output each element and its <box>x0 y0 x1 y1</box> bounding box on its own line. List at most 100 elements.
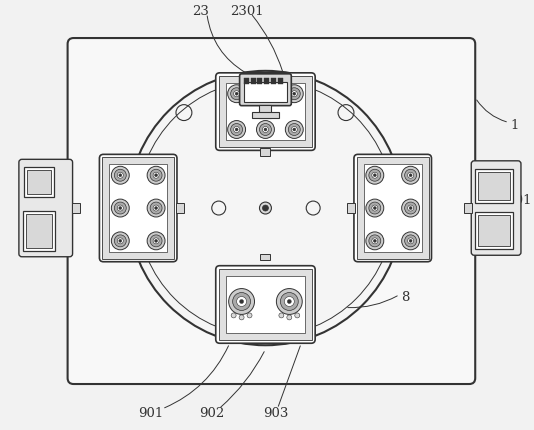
Circle shape <box>366 166 384 184</box>
FancyBboxPatch shape <box>216 73 315 150</box>
Bar <box>357 157 428 259</box>
Text: 8: 8 <box>402 291 410 304</box>
Circle shape <box>260 202 271 214</box>
Circle shape <box>263 205 269 211</box>
Circle shape <box>147 232 165 250</box>
Circle shape <box>366 232 384 250</box>
Circle shape <box>128 71 403 345</box>
Bar <box>103 157 174 259</box>
Circle shape <box>405 235 417 247</box>
Circle shape <box>285 120 303 138</box>
Circle shape <box>239 315 244 320</box>
Circle shape <box>366 199 384 217</box>
Circle shape <box>231 123 242 135</box>
Circle shape <box>227 120 246 138</box>
Bar <box>109 164 167 252</box>
Circle shape <box>235 128 238 131</box>
Circle shape <box>279 313 284 318</box>
Bar <box>23 211 54 251</box>
Circle shape <box>402 232 420 250</box>
Bar <box>264 78 270 84</box>
Bar <box>364 164 421 252</box>
Circle shape <box>147 199 165 217</box>
Circle shape <box>150 169 162 181</box>
Circle shape <box>407 205 414 211</box>
Circle shape <box>285 85 303 103</box>
Circle shape <box>280 292 299 310</box>
Circle shape <box>119 174 122 177</box>
Circle shape <box>372 238 378 244</box>
Circle shape <box>237 297 247 307</box>
Circle shape <box>264 128 267 131</box>
Bar <box>271 78 277 84</box>
Circle shape <box>119 206 122 209</box>
Circle shape <box>263 91 269 97</box>
Circle shape <box>114 235 126 247</box>
Text: 2301: 2301 <box>230 5 263 18</box>
FancyBboxPatch shape <box>99 154 177 262</box>
Circle shape <box>263 126 269 132</box>
Text: 1: 1 <box>511 119 519 132</box>
Bar <box>347 203 355 213</box>
Circle shape <box>277 289 302 314</box>
Text: 7: 7 <box>511 166 519 179</box>
Circle shape <box>373 240 376 243</box>
Bar <box>219 269 312 340</box>
Bar <box>26 214 52 248</box>
Circle shape <box>240 300 244 304</box>
Text: 1201: 1201 <box>498 194 532 206</box>
Bar <box>250 78 255 84</box>
Circle shape <box>402 166 420 184</box>
Circle shape <box>112 232 129 250</box>
Circle shape <box>155 240 158 243</box>
Circle shape <box>153 205 159 211</box>
Bar <box>260 104 271 117</box>
Bar <box>226 83 305 141</box>
Circle shape <box>117 172 123 178</box>
Circle shape <box>155 206 158 209</box>
Bar <box>478 215 510 246</box>
Circle shape <box>288 123 300 135</box>
Circle shape <box>402 199 420 217</box>
Bar <box>475 169 513 203</box>
Circle shape <box>288 88 300 100</box>
Bar <box>475 212 513 249</box>
Circle shape <box>409 206 412 209</box>
Circle shape <box>292 91 297 97</box>
Circle shape <box>155 174 158 177</box>
Circle shape <box>369 169 381 181</box>
Circle shape <box>407 238 414 244</box>
FancyBboxPatch shape <box>471 161 521 255</box>
Circle shape <box>117 238 123 244</box>
Circle shape <box>153 172 159 178</box>
Circle shape <box>119 240 122 243</box>
Circle shape <box>150 202 162 214</box>
Circle shape <box>295 313 300 318</box>
Circle shape <box>260 88 271 100</box>
Bar <box>252 112 279 117</box>
Bar <box>72 203 80 213</box>
FancyBboxPatch shape <box>216 266 315 343</box>
Circle shape <box>260 123 271 135</box>
Circle shape <box>231 313 236 318</box>
Circle shape <box>227 85 246 103</box>
Circle shape <box>287 315 292 320</box>
Circle shape <box>372 172 378 178</box>
Circle shape <box>229 289 255 314</box>
FancyBboxPatch shape <box>68 38 475 384</box>
Circle shape <box>369 202 381 214</box>
Text: 3: 3 <box>18 225 26 238</box>
Circle shape <box>292 126 297 132</box>
Bar <box>478 172 510 200</box>
Circle shape <box>117 205 123 211</box>
Circle shape <box>372 205 378 211</box>
Circle shape <box>256 120 274 138</box>
Bar <box>244 82 287 101</box>
Circle shape <box>287 300 292 304</box>
Circle shape <box>153 238 159 244</box>
Circle shape <box>293 128 296 131</box>
Circle shape <box>409 240 412 243</box>
Circle shape <box>114 202 126 214</box>
Circle shape <box>405 202 417 214</box>
Bar <box>464 203 472 213</box>
